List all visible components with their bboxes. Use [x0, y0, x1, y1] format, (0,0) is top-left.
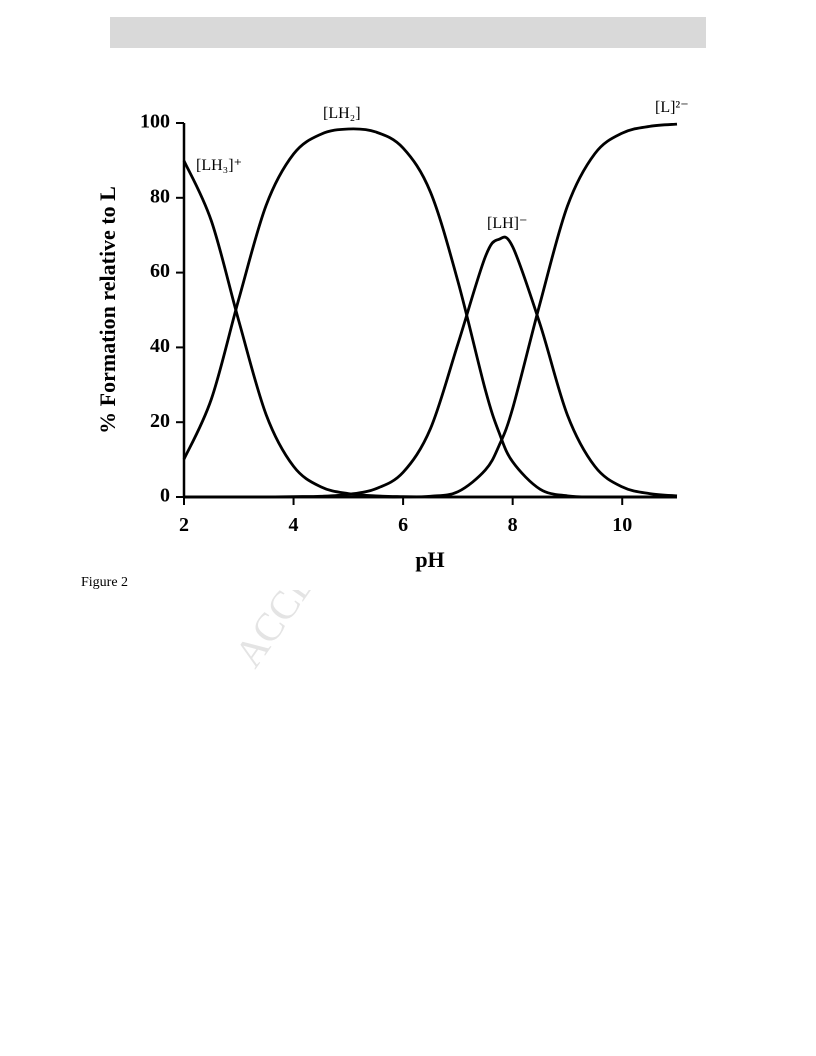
series-label: [LH]⁻ [487, 215, 527, 232]
y-tick-label: 0 [160, 485, 170, 507]
y-tick-label: 40 [150, 335, 170, 357]
series-label: [L]²⁻ [655, 99, 689, 116]
caption: Figure 2 [81, 575, 128, 590]
species-curve [182, 127, 678, 499]
series-label: [LH₂] [323, 105, 361, 122]
x-tick-label: 4 [289, 514, 299, 536]
y-tick-label: 100 [140, 111, 170, 133]
series-label: [LH₃]⁺ [196, 157, 242, 174]
y-tick-label: 80 [150, 185, 170, 207]
x-axis-title: pH [415, 547, 444, 572]
y-tick-label: 20 [150, 410, 170, 432]
header-bar [110, 17, 706, 48]
x-tick-label: 6 [398, 514, 408, 536]
y-axis-title: % Formation relative to L [95, 186, 120, 434]
x-tick-label: 10 [612, 514, 632, 536]
x-tick-label: 2 [179, 514, 189, 536]
y-tick-label: 60 [150, 260, 170, 282]
species-curve [184, 122, 678, 499]
x-tick-label: 8 [508, 514, 518, 536]
figure-background [75, 70, 725, 590]
